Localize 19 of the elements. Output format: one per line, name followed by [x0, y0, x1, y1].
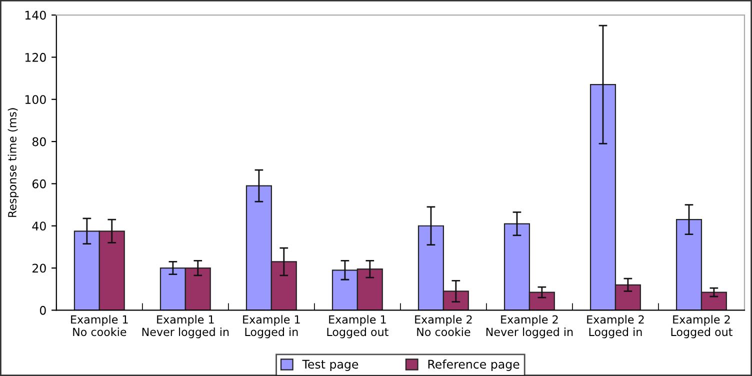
y-tick-label: 40 [32, 222, 46, 231]
y-tick-label: 140 [25, 10, 46, 20]
y-axis-title: Response time (ms) [8, 108, 19, 217]
y-tick-label: 0 [40, 306, 46, 315]
x-tick-label: Example 1 Never logged in [142, 315, 229, 338]
legend-label: Reference page [428, 360, 520, 371]
x-tick-label: Example 1 Logged in [243, 315, 300, 338]
y-tick-label: 120 [25, 52, 46, 62]
x-tick-label: Example 2 Logged out [671, 315, 732, 338]
x-tick-label: Example 2 No cookie [415, 315, 472, 336]
x-tick-label: Example 2 Logged in [587, 315, 644, 338]
y-tick-label: 80 [32, 137, 46, 146]
y-tick-label: 100 [25, 95, 46, 104]
x-tick-label: Example 1 Logged out [327, 315, 388, 338]
legend-label: Test page [302, 360, 358, 371]
y-tick-label: 20 [32, 264, 46, 273]
x-tick-label: Example 1 No cookie [71, 315, 128, 336]
x-tick-label: Example 2 Never logged in [486, 315, 573, 338]
y-tick-label: 60 [32, 179, 46, 188]
